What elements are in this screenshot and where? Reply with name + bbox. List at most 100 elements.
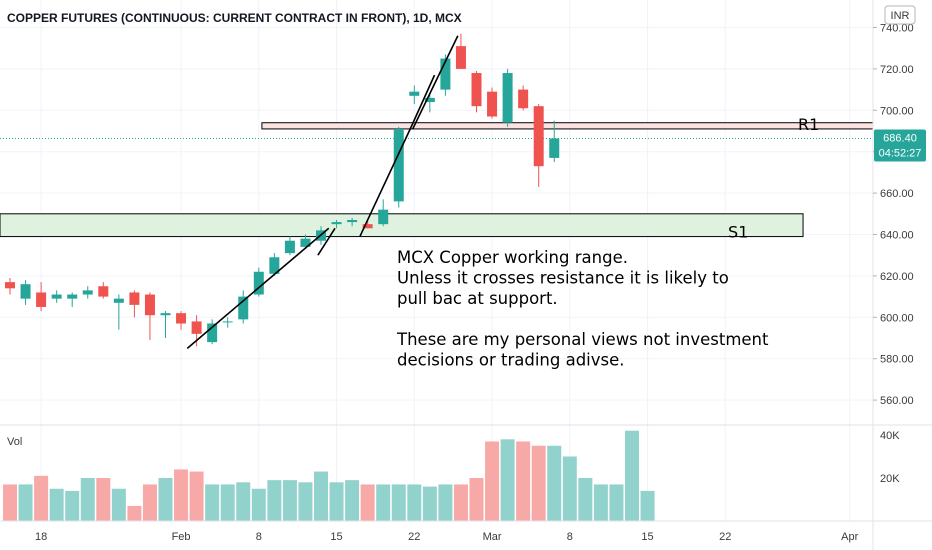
zone-label-r1: R1: [798, 115, 819, 134]
volume-bar: [18, 484, 33, 521]
volume-bar: [438, 484, 453, 521]
volume-tick-label: 40K: [880, 430, 900, 442]
bar-countdown: 04:52:27: [879, 147, 922, 159]
volume-bar: [65, 490, 80, 521]
candle-body: [347, 220, 358, 223]
candle-body: [160, 313, 171, 316]
chart-title: COPPER FUTURES (CONTINUOUS: CURRENT CONT…: [7, 11, 462, 25]
candle-body: [455, 46, 466, 69]
candle-body: [67, 294, 78, 299]
price-tick-label: 560.00: [880, 395, 914, 407]
volume-bar: [80, 478, 95, 521]
trendlines: [186, 35, 459, 349]
volume-bar: [578, 478, 593, 521]
candle-body: [191, 321, 202, 334]
volume-bar: [625, 430, 639, 521]
last-price-value: 686.40: [883, 132, 917, 144]
price-tick-label: 700.00: [880, 105, 914, 117]
trendline: [186, 227, 330, 349]
candle-body: [129, 292, 140, 305]
volume-bar: [251, 488, 266, 521]
volume-bar: [142, 484, 157, 521]
volume-bar: [3, 484, 17, 521]
time-tick-label: 15: [330, 531, 342, 543]
candle-body: [549, 138, 560, 158]
candle-body: [144, 294, 155, 316]
candle-body: [51, 294, 62, 299]
annotation-line: Unless it crosses resistance it is likel…: [397, 269, 729, 288]
candle-body: [253, 271, 264, 295]
price-tick-label: 580.00: [880, 354, 914, 366]
price-tick-label: 640.00: [880, 230, 914, 242]
zone-s1: [0, 213, 804, 238]
candle-body: [471, 73, 482, 107]
candle-body: [424, 97, 435, 103]
volume-bar: [640, 490, 655, 521]
time-tick-label: Feb: [172, 531, 191, 543]
candle-body: [222, 321, 233, 323]
volume-bar: [609, 484, 624, 521]
time-axis[interactable]: 18 Feb 8 15 22 Mar 8 15 22 Apr: [35, 531, 859, 543]
currency-label: INR: [891, 10, 910, 22]
volume-bar: [96, 478, 111, 521]
volume-bar: [329, 482, 344, 521]
annotation-line: These are my personal views not investme…: [396, 330, 769, 349]
candle-body: [5, 282, 15, 289]
candle-body: [269, 257, 280, 274]
trendline: [359, 126, 412, 237]
price-tick-label: 720.00: [880, 64, 914, 76]
trendline: [412, 35, 459, 130]
support-resistance-zones: R1 S1: [0, 115, 874, 242]
candle-body: [362, 224, 373, 229]
volume-bar: [49, 488, 64, 521]
candle-body: [518, 89, 529, 109]
time-tick-label: 15: [641, 531, 653, 543]
trendline: [410, 74, 436, 128]
volume-bar: [174, 469, 189, 521]
annotation-line: decisions or trading adivse.: [397, 351, 625, 370]
time-tick-label: Apr: [841, 531, 858, 543]
trendline: [317, 227, 336, 256]
last-price-tag: 686.40 04:52:27: [874, 129, 926, 162]
volume-bar: [407, 484, 422, 521]
volume-bar: [314, 471, 328, 521]
candle-body: [533, 106, 544, 167]
volume-bar: [282, 480, 297, 521]
volume-bar: [111, 488, 126, 521]
time-tick-label: Mar: [483, 531, 502, 543]
candle-body: [82, 290, 93, 295]
volume-bar: [236, 482, 251, 521]
volume-label: Vol: [7, 436, 22, 448]
price-tick-label: 740.00: [880, 23, 914, 35]
price-axis[interactable]: 560.00580.00600.00620.00640.00660.00680.…: [873, 23, 914, 408]
candle-body: [176, 313, 187, 324]
candle-body: [487, 91, 498, 117]
time-tick-label: 8: [567, 531, 573, 543]
currency-badge[interactable]: INR: [884, 5, 916, 25]
candle-body: [113, 298, 124, 303]
zone-label-s1: S1: [728, 223, 748, 242]
volume-bar: [189, 471, 204, 521]
candle-body: [502, 73, 513, 123]
volume-bar: [220, 484, 235, 521]
volume-bar: [298, 482, 313, 521]
time-tick-label: 8: [256, 531, 262, 543]
time-tick-label: 22: [408, 531, 420, 543]
volume-bar: [376, 484, 391, 521]
candle-body: [409, 91, 420, 96]
volume-bar: [547, 445, 562, 521]
volume-bar: [391, 484, 406, 521]
volume-bar: [422, 486, 437, 521]
volume-bar: [158, 478, 173, 521]
volume-bar: [453, 484, 468, 521]
zone-r1: [261, 122, 874, 130]
volume-bar: [360, 484, 375, 521]
candles: [5, 33, 560, 347]
annotation-line: MCX Copper working range.: [397, 248, 628, 267]
volume-bar: [562, 456, 577, 521]
time-tick-label: 18: [35, 531, 47, 543]
candle-body: [207, 323, 218, 343]
price-tick-label: 620.00: [880, 271, 914, 283]
annotation-line: pull bac at support.: [397, 289, 558, 308]
